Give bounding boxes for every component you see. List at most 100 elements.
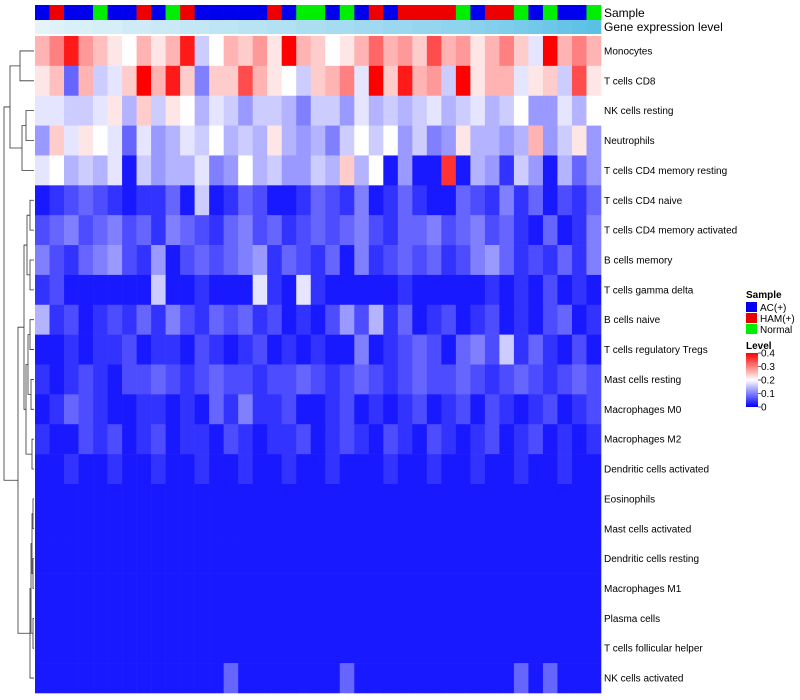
heatmap-cell-r16-c6 <box>107 483 123 515</box>
heatmap-cell-r13-c33 <box>499 394 515 425</box>
heatmap-cell-r22-c10 <box>165 663 181 694</box>
heatmap-cell-r20-c18 <box>281 603 297 634</box>
heatmap-cell-r14-c27 <box>412 424 428 455</box>
heatmap-cell-r21-c8 <box>136 633 152 664</box>
heatmap-cell-r22-c22 <box>339 663 355 694</box>
heatmap-cell-r11-c1 <box>35 334 50 365</box>
heatmap-cell-r18-c31 <box>470 543 486 574</box>
heatmap-cell-r22-c27 <box>412 663 428 694</box>
heatmap-cell-r13-c36 <box>542 394 558 425</box>
heatmap-cell-r21-c3 <box>64 633 79 664</box>
heatmap-cell-r14-c17 <box>267 424 283 455</box>
heatmap-cell-r18-c17 <box>267 543 283 574</box>
heatmap-cell-r8-c9 <box>151 245 166 276</box>
heatmap-cell-r18-c30 <box>455 543 471 574</box>
heatmap-cell-r22-c16 <box>252 663 268 694</box>
heatmap-cell-r19-c32 <box>484 573 500 604</box>
heatmap-cell-r19-c26 <box>397 573 413 604</box>
heatmap-cell-r13-c37 <box>557 394 573 425</box>
heatmap-cell-r5-c19 <box>296 155 312 186</box>
legend-swatch-1 <box>746 302 757 312</box>
heatmap-cell-r5-c8 <box>136 155 152 186</box>
heatmap-cell-r17-c37 <box>557 513 573 544</box>
heatmap-cell-r19-c4 <box>78 573 94 604</box>
heatmap-cell-r9-c13 <box>209 274 224 306</box>
sample-cell-28 <box>426 5 442 20</box>
heatmap-cell-r15-c16 <box>252 454 268 485</box>
expression-cell-20 <box>310 20 326 34</box>
sample-cell-5 <box>93 5 108 20</box>
heatmap-cell-r2-c28 <box>426 65 442 97</box>
heatmap-cell-r6-c22 <box>339 185 355 216</box>
heatmap-cell-r17-c35 <box>528 513 544 544</box>
heatmap-cell-r5-c18 <box>281 155 297 186</box>
heatmap-cell-r15-c9 <box>151 454 166 485</box>
heatmap-cell-r12-c33 <box>499 364 515 395</box>
heatmap-cell-r17-c39 <box>586 513 602 544</box>
heatmap-cell-r8-c17 <box>267 245 283 276</box>
heatmap-cell-r17-c12 <box>194 513 210 544</box>
heatmap-cell-r14-c3 <box>64 424 79 455</box>
heatmap-cell-r15-c33 <box>499 454 515 485</box>
heatmap-cell-r22-c14 <box>223 663 239 694</box>
heatmap-cell-r4-c14 <box>223 125 239 156</box>
heatmap-cell-r10-c35 <box>528 304 544 335</box>
heatmap-cell-r7-c32 <box>484 215 500 246</box>
dendrogram-branch <box>25 110 34 141</box>
heatmap-cell-r10-c3 <box>64 304 79 335</box>
heatmap-cell-r7-c4 <box>78 215 94 246</box>
heatmap-cell-r4-c9 <box>151 125 166 156</box>
heatmap-cell-r6-c31 <box>470 185 486 216</box>
heatmap-cell-r8-c27 <box>412 245 428 276</box>
heatmap-cell-r8-c15 <box>238 245 253 276</box>
heatmap-cell-r5-c14 <box>223 155 239 186</box>
heatmap-cell-r14-c15 <box>238 424 253 455</box>
expression-cell-9 <box>151 20 166 34</box>
heatmap-cell-r4-c39 <box>586 125 602 156</box>
heatmap-cell-r10-c6 <box>107 304 123 335</box>
heatmap-cell-r5-c38 <box>571 155 587 186</box>
heatmap-cell-r7-c18 <box>281 215 297 246</box>
heatmap-cell-r4-c26 <box>397 125 413 156</box>
expression-cell-8 <box>136 20 152 34</box>
heatmap-cell-r16-c10 <box>165 483 181 515</box>
heatmap-cell-r18-c15 <box>238 543 253 574</box>
heatmap-cell-r4-c21 <box>325 125 341 156</box>
heatmap-cell-r5-c31 <box>470 155 486 186</box>
heatmap-cell-r17-c1 <box>35 513 50 544</box>
heatmap-cell-r2-c15 <box>238 65 253 97</box>
heatmap-cell-r22-c8 <box>136 663 152 694</box>
heatmap-cell-r9-c26 <box>397 274 413 306</box>
heatmap-cell-r10-c5 <box>93 304 108 335</box>
heatmap-cell-r19-c28 <box>426 573 442 604</box>
heatmap-cell-r9-c12 <box>194 274 210 306</box>
row-label-16: Eosinophils <box>604 494 655 505</box>
heatmap-cell-r14-c28 <box>426 424 442 455</box>
heatmap-cell-r2-c24 <box>368 65 384 97</box>
heatmap-cell-r12-c18 <box>281 364 297 395</box>
row-label-22: NK cells activated <box>604 674 683 685</box>
heatmap-cell-r22-c12 <box>194 663 210 694</box>
heatmap-cell-r18-c39 <box>586 543 602 574</box>
heatmap-cell-r7-c39 <box>586 215 602 246</box>
heatmap-cell-r11-c28 <box>426 334 442 365</box>
heatmap-cell-r14-c14 <box>223 424 239 455</box>
heatmap-cell-r16-c8 <box>136 483 152 515</box>
heatmap-cell-r15-c2 <box>49 454 65 485</box>
heatmap-cell-r2-c20 <box>310 65 326 97</box>
heatmap-cell-r8-c12 <box>194 245 210 276</box>
level-tick-label-2: 0.3 <box>761 362 775 373</box>
heatmap-cell-r18-c27 <box>412 543 428 574</box>
heatmap-cell-r3-c26 <box>397 95 413 126</box>
legend-swatch-2 <box>746 313 757 323</box>
heatmap-cell-r5-c21 <box>325 155 341 186</box>
heatmap-cell-r18-c37 <box>557 543 573 574</box>
heatmap-cell-r17-c20 <box>310 513 326 544</box>
heatmap-cell-r4-c12 <box>194 125 210 156</box>
heatmap-cell-r11-c6 <box>107 334 123 365</box>
heatmap-cell-r8-c5 <box>93 245 108 276</box>
sample-cell-20 <box>310 5 326 20</box>
heatmap-cell-r12-c3 <box>64 364 79 395</box>
heatmap-cell-r2-c27 <box>412 65 428 97</box>
heatmap-cell-r15-c34 <box>513 454 529 485</box>
